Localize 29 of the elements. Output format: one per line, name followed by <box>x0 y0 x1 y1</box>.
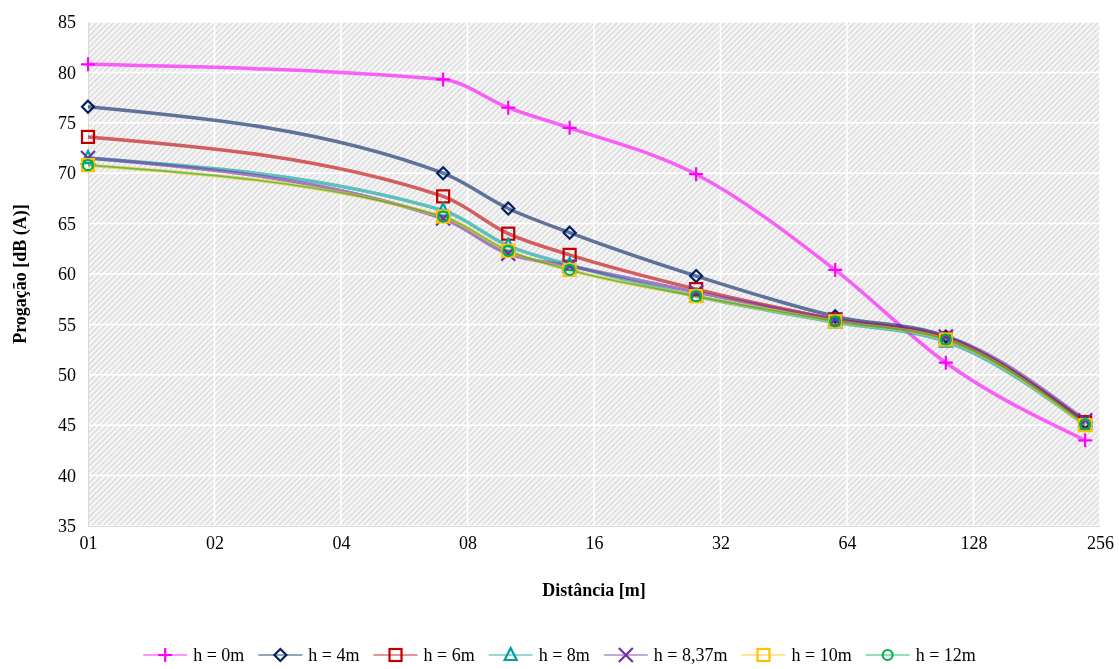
legend-label: h = 6m <box>423 645 475 665</box>
y-tick-label: 80 <box>58 62 76 83</box>
legend-label: h = 0m <box>193 645 245 665</box>
x-tick-label: 02 <box>206 532 224 553</box>
y-tick-label: 50 <box>58 365 76 386</box>
y-tick-label: 40 <box>58 465 76 486</box>
y-axis-title: Progação [dB (A)] <box>10 204 31 344</box>
x-tick-label: 256 <box>1087 532 1114 553</box>
y-tick-label: 55 <box>58 314 76 335</box>
legend-label: h = 12m <box>915 645 976 665</box>
legend-label: h = 8m <box>538 645 590 665</box>
x-tick-label: 08 <box>459 532 477 553</box>
y-tick-label: 70 <box>58 163 76 184</box>
y-tick-label: 75 <box>58 113 76 134</box>
x-tick-label: 01 <box>79 532 98 553</box>
y-tick-label: 45 <box>58 415 76 436</box>
x-tick-label: 128 <box>960 532 988 553</box>
y-tick-label: 85 <box>58 12 76 33</box>
x-tick-label: 32 <box>712 532 730 553</box>
x-axis-title: Distância [m] <box>542 580 646 600</box>
y-tick-label: 35 <box>58 516 76 537</box>
y-tick-label: 60 <box>58 264 76 285</box>
legend-label: h = 4m <box>308 645 360 665</box>
y-tick-label: 65 <box>58 213 76 234</box>
legend-label: h = 8,37m <box>653 645 728 665</box>
legend-label: h = 10m <box>791 645 852 665</box>
x-tick-label: 16 <box>585 532 604 553</box>
x-tick-label: 04 <box>332 532 351 553</box>
x-tick-label: 64 <box>838 532 857 553</box>
